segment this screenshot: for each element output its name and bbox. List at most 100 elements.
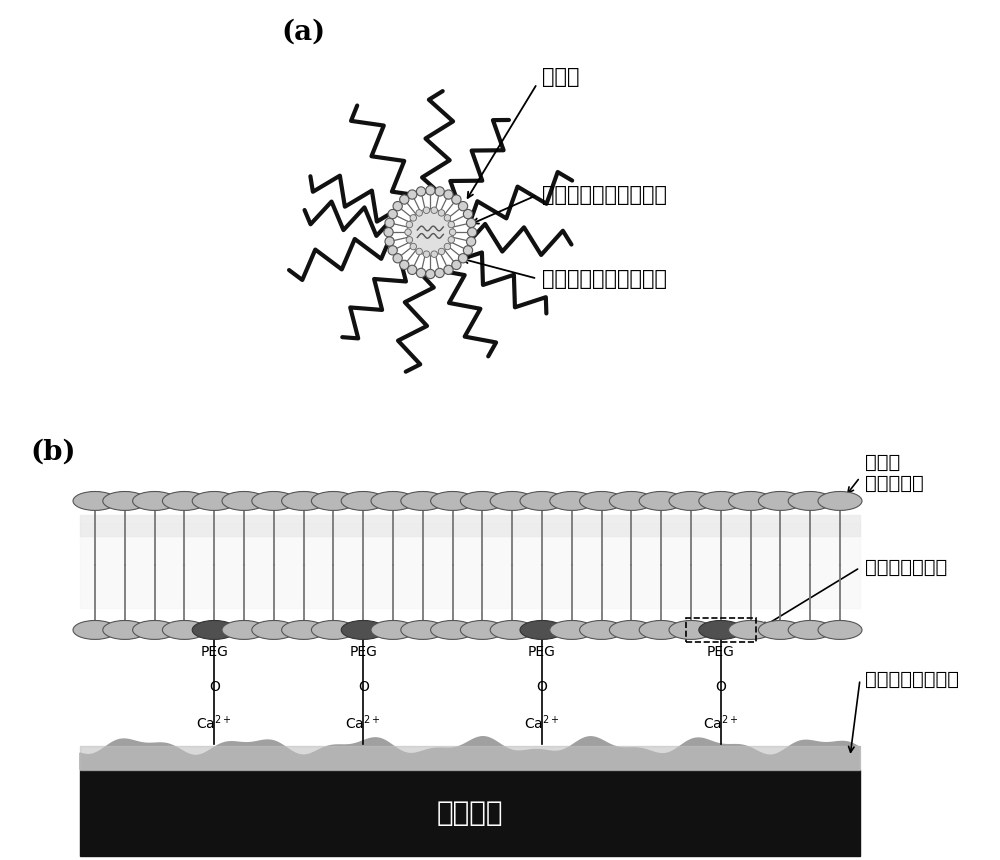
- Bar: [686, 618, 756, 642]
- Circle shape: [393, 201, 402, 211]
- Circle shape: [385, 237, 394, 246]
- Circle shape: [406, 221, 413, 228]
- Text: O: O: [715, 679, 726, 694]
- Circle shape: [452, 195, 461, 204]
- Circle shape: [438, 210, 445, 216]
- Circle shape: [103, 621, 147, 640]
- Circle shape: [758, 492, 802, 510]
- Circle shape: [460, 621, 504, 640]
- Circle shape: [444, 265, 453, 274]
- Circle shape: [192, 492, 236, 510]
- Circle shape: [341, 621, 385, 640]
- Circle shape: [406, 237, 413, 243]
- Circle shape: [426, 269, 435, 279]
- Circle shape: [162, 621, 206, 640]
- Circle shape: [467, 228, 477, 236]
- Circle shape: [371, 621, 415, 640]
- Text: 聚乙二醇化磷脂: 聚乙二醇化磷脂: [865, 558, 947, 577]
- Circle shape: [669, 621, 713, 640]
- Circle shape: [371, 492, 415, 510]
- Circle shape: [407, 209, 454, 255]
- Circle shape: [423, 251, 430, 257]
- Text: Ca$^{2+}$: Ca$^{2+}$: [524, 714, 560, 733]
- Circle shape: [431, 492, 475, 510]
- Circle shape: [818, 621, 862, 640]
- Circle shape: [222, 621, 266, 640]
- Circle shape: [426, 186, 435, 195]
- Circle shape: [133, 621, 177, 640]
- Text: Ca$^{2+}$: Ca$^{2+}$: [345, 714, 381, 733]
- Circle shape: [639, 492, 683, 510]
- Circle shape: [405, 229, 411, 236]
- Circle shape: [448, 221, 455, 228]
- Circle shape: [609, 621, 653, 640]
- Circle shape: [423, 207, 430, 213]
- Polygon shape: [80, 737, 860, 770]
- Circle shape: [466, 218, 476, 228]
- Circle shape: [400, 261, 409, 269]
- Text: 外泌体: 外泌体: [542, 66, 579, 87]
- Circle shape: [452, 261, 461, 269]
- Circle shape: [444, 215, 451, 221]
- Circle shape: [550, 492, 594, 510]
- Circle shape: [490, 621, 534, 640]
- Circle shape: [431, 207, 437, 213]
- Circle shape: [669, 492, 713, 510]
- Circle shape: [639, 621, 683, 640]
- Circle shape: [463, 210, 473, 218]
- Circle shape: [449, 229, 456, 236]
- Text: (b): (b): [30, 439, 76, 465]
- Circle shape: [580, 492, 624, 510]
- Text: PEG: PEG: [200, 645, 228, 659]
- Circle shape: [408, 190, 417, 200]
- Text: 含钙磷酸盐转化膜: 含钙磷酸盐转化膜: [865, 670, 959, 689]
- Circle shape: [282, 492, 326, 510]
- Circle shape: [311, 621, 355, 640]
- Circle shape: [416, 210, 422, 216]
- Circle shape: [431, 251, 437, 257]
- Text: (a): (a): [282, 19, 326, 46]
- Text: 磷脂双层膜: 磷脂双层膜: [865, 474, 924, 494]
- Circle shape: [460, 492, 504, 510]
- Circle shape: [408, 265, 417, 274]
- Circle shape: [458, 201, 468, 211]
- Circle shape: [444, 190, 453, 200]
- Circle shape: [401, 621, 445, 640]
- Circle shape: [788, 621, 832, 640]
- Circle shape: [133, 492, 177, 510]
- Text: Ca$^{2+}$: Ca$^{2+}$: [703, 714, 739, 733]
- Circle shape: [438, 249, 445, 255]
- Circle shape: [758, 621, 802, 640]
- Circle shape: [311, 492, 355, 510]
- Circle shape: [388, 210, 397, 218]
- Circle shape: [609, 492, 653, 510]
- Text: PEG: PEG: [349, 645, 377, 659]
- Circle shape: [385, 218, 394, 228]
- Circle shape: [73, 621, 117, 640]
- Circle shape: [490, 492, 534, 510]
- Text: PEG: PEG: [528, 645, 556, 659]
- Circle shape: [458, 254, 468, 263]
- Circle shape: [550, 621, 594, 640]
- Text: PEG: PEG: [707, 645, 735, 659]
- Circle shape: [73, 492, 117, 510]
- Circle shape: [388, 246, 397, 255]
- Circle shape: [341, 492, 385, 510]
- Circle shape: [252, 492, 296, 510]
- Circle shape: [699, 621, 743, 640]
- Circle shape: [435, 268, 444, 278]
- Circle shape: [416, 187, 426, 196]
- Text: 聚乙二醇化磷脂亲水端: 聚乙二醇化磷脂亲水端: [542, 185, 667, 205]
- Circle shape: [401, 492, 445, 510]
- Circle shape: [416, 268, 426, 278]
- Circle shape: [520, 492, 564, 510]
- Circle shape: [103, 492, 147, 510]
- Text: 金属基底: 金属基底: [437, 799, 503, 826]
- Circle shape: [252, 621, 296, 640]
- Circle shape: [729, 492, 773, 510]
- Circle shape: [788, 492, 832, 510]
- Circle shape: [729, 621, 773, 640]
- Circle shape: [699, 492, 743, 510]
- Circle shape: [282, 621, 326, 640]
- Text: O: O: [358, 679, 369, 694]
